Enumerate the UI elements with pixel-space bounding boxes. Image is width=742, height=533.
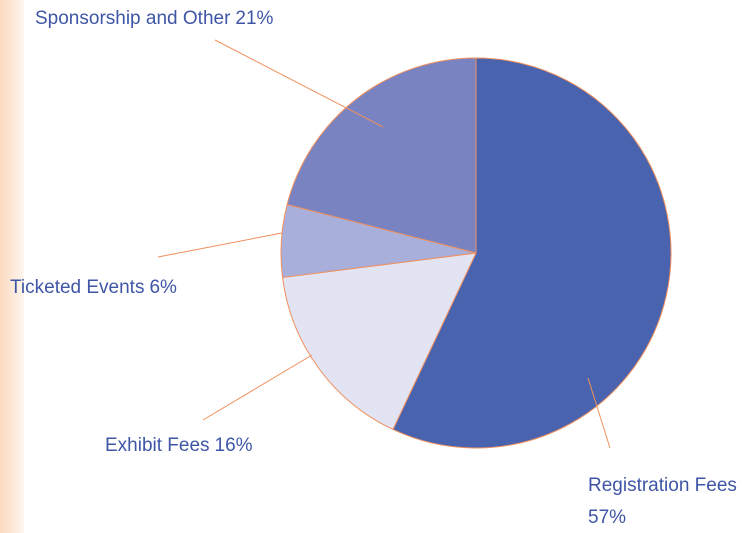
slice-label: Registration Fees	[588, 475, 737, 496]
pie-slice	[281, 252, 477, 431]
slice-label: Sponsorship and Other 21%	[35, 8, 274, 29]
slice-label: Ticketed Events 6%	[10, 277, 177, 298]
slice-label: Exhibit Fees 16%	[105, 435, 253, 456]
side-strip	[0, 0, 24, 533]
pie-slice	[392, 57, 672, 449]
slice-name: Ticketed Events	[10, 277, 144, 298]
slice-name: Exhibit Fees	[105, 435, 210, 456]
leader-line	[587, 377, 611, 449]
pie-slice	[286, 57, 477, 254]
slice-value: 6%	[149, 277, 177, 298]
slice-value: 57%	[588, 507, 626, 528]
slice-name: Registration Fees	[588, 475, 737, 496]
slice-value: 21%	[235, 8, 273, 29]
leader-line	[157, 232, 283, 258]
leader-line	[214, 39, 384, 128]
slice-name: Sponsorship and Other	[35, 8, 231, 29]
leader-line	[202, 354, 313, 421]
slice-value: 16%	[215, 435, 253, 456]
slice-label: 57%	[588, 507, 626, 528]
